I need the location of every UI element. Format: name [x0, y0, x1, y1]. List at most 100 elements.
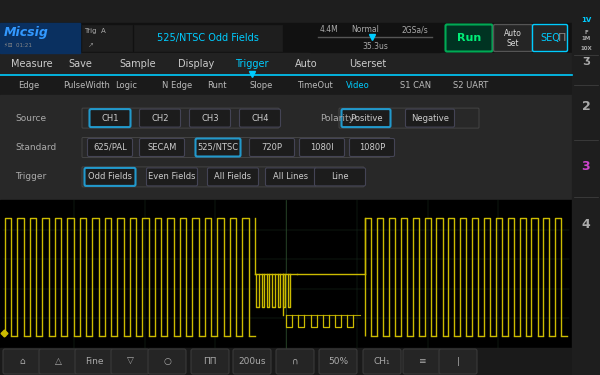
FancyBboxPatch shape [39, 349, 77, 374]
FancyBboxPatch shape [196, 138, 241, 156]
FancyBboxPatch shape [3, 349, 41, 374]
Text: Auto: Auto [504, 29, 522, 38]
Text: ⌂: ⌂ [19, 357, 25, 366]
Text: Line: Line [331, 172, 349, 182]
Text: Set: Set [507, 39, 519, 48]
Text: CH1: CH1 [101, 114, 119, 123]
Text: ≡: ≡ [418, 357, 426, 366]
Text: S1 CAN: S1 CAN [400, 81, 431, 90]
Text: Auto: Auto [295, 59, 317, 69]
Text: 525/NTSC Odd Fields: 525/NTSC Odd Fields [157, 33, 259, 43]
Text: ○: ○ [163, 357, 171, 366]
FancyBboxPatch shape [250, 138, 295, 156]
Text: Slope: Slope [250, 81, 274, 90]
Text: CH₁: CH₁ [374, 357, 391, 366]
FancyBboxPatch shape [406, 109, 455, 127]
FancyBboxPatch shape [233, 349, 271, 374]
FancyBboxPatch shape [314, 168, 365, 186]
Text: All Lines: All Lines [274, 172, 308, 182]
Text: ΠΠ: ΠΠ [203, 357, 217, 366]
FancyBboxPatch shape [85, 168, 136, 186]
Text: ▽: ▽ [127, 357, 133, 366]
Text: |: | [457, 357, 460, 366]
FancyBboxPatch shape [239, 109, 281, 127]
Text: 1V: 1V [581, 17, 591, 23]
Text: Polarity: Polarity [320, 114, 354, 123]
Bar [0, 348, 572, 375]
Text: 4.4M: 4.4M [320, 25, 339, 34]
Text: Even Fields: Even Fields [148, 172, 196, 182]
Text: 1080P: 1080P [359, 143, 385, 152]
Bar [0, 75, 572, 95]
Text: Video: Video [346, 81, 370, 90]
FancyBboxPatch shape [265, 168, 317, 186]
Text: 3: 3 [581, 160, 590, 174]
FancyBboxPatch shape [89, 109, 131, 127]
Text: CH4: CH4 [251, 114, 269, 123]
FancyBboxPatch shape [493, 24, 533, 51]
Text: Source: Source [15, 114, 46, 123]
Text: 1M: 1M [581, 36, 590, 40]
Text: TimeOut: TimeOut [297, 81, 333, 90]
Text: All Fields: All Fields [214, 172, 251, 182]
FancyBboxPatch shape [139, 138, 185, 156]
Text: Positive: Positive [350, 114, 382, 123]
Text: Run: Run [457, 33, 481, 43]
Text: 50%: 50% [328, 357, 348, 366]
FancyBboxPatch shape [276, 349, 314, 374]
Text: Ӡ: Ӡ [582, 57, 590, 67]
Text: Measure: Measure [11, 59, 53, 69]
Text: ⚡⊟  01:21: ⚡⊟ 01:21 [4, 43, 32, 48]
Text: 525/NTSC: 525/NTSC [197, 143, 239, 152]
Text: ↗: ↗ [88, 42, 94, 48]
FancyBboxPatch shape [208, 168, 259, 186]
FancyBboxPatch shape [75, 349, 113, 374]
Text: Logic: Logic [115, 81, 137, 90]
FancyBboxPatch shape [299, 138, 344, 156]
Bar [310, 24, 440, 52]
Text: CH3: CH3 [201, 114, 219, 123]
Bar [0, 23, 572, 53]
Text: Trigger: Trigger [235, 59, 269, 69]
FancyBboxPatch shape [341, 109, 391, 127]
Text: 2GSa/s: 2GSa/s [401, 25, 428, 34]
Text: CH2: CH2 [151, 114, 169, 123]
FancyBboxPatch shape [190, 109, 230, 127]
Text: 200us: 200us [238, 357, 266, 366]
Text: PulseWidth: PulseWidth [63, 81, 110, 90]
Text: Trig  A: Trig A [84, 28, 106, 34]
FancyBboxPatch shape [445, 24, 493, 51]
Text: Normal: Normal [351, 25, 379, 34]
Text: SECAM: SECAM [148, 143, 176, 152]
Text: △: △ [55, 357, 61, 366]
FancyBboxPatch shape [533, 24, 568, 51]
Text: 4: 4 [581, 219, 590, 231]
Text: Negative: Negative [411, 114, 449, 123]
FancyBboxPatch shape [439, 349, 477, 374]
Text: Runt: Runt [207, 81, 227, 90]
Text: Sample: Sample [119, 59, 157, 69]
Text: Save: Save [68, 59, 92, 69]
FancyBboxPatch shape [191, 349, 229, 374]
Bar [0, 23, 80, 53]
Text: 625/PAL: 625/PAL [93, 143, 127, 152]
Text: Odd Fields: Odd Fields [88, 172, 132, 182]
Bar [134, 25, 282, 51]
Text: Userset: Userset [349, 59, 386, 69]
Bar [0, 53, 572, 75]
FancyBboxPatch shape [111, 349, 149, 374]
Bar [572, 0, 600, 375]
Bar [0, 95, 572, 200]
Text: 720P: 720P [262, 143, 283, 152]
Text: 1080I: 1080I [310, 143, 334, 152]
Text: F: F [584, 30, 588, 34]
Text: N Edge: N Edge [162, 81, 192, 90]
Text: 10X: 10X [580, 45, 592, 51]
Text: Standard: Standard [15, 143, 56, 152]
Text: 35.3us: 35.3us [362, 42, 388, 51]
Bar [0, 200, 572, 348]
Text: S2 UART: S2 UART [453, 81, 488, 90]
Text: Micsig: Micsig [4, 26, 49, 39]
Bar [82, 25, 132, 51]
Text: Trigger: Trigger [15, 172, 46, 182]
